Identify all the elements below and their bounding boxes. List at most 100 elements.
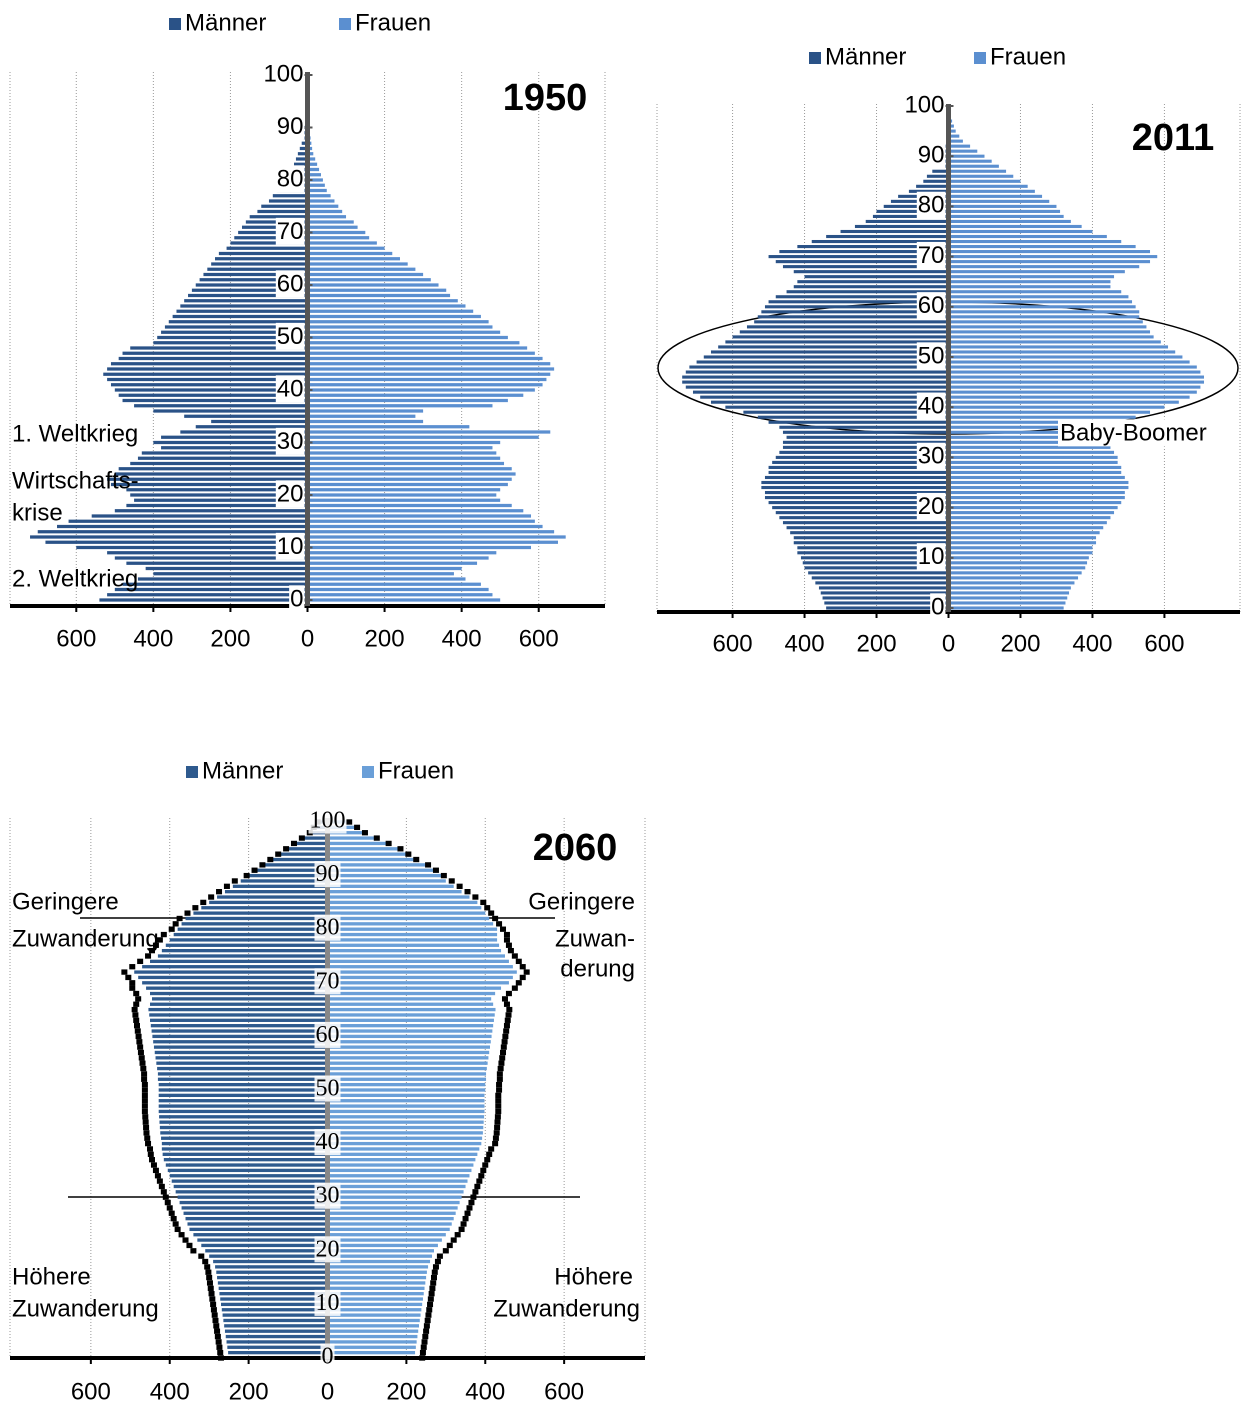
variant-marker [153,1168,159,1173]
variant-marker [132,1007,138,1012]
bar [328,986,502,989]
variant-marker [184,910,190,915]
bar [328,1212,456,1215]
variant-marker [495,1098,501,1103]
bar [949,195,1043,198]
variant-marker [140,1061,146,1066]
variant-marker [161,1189,167,1194]
y-tick-label: 20 [277,480,304,507]
bar [164,1158,328,1161]
bar [682,381,948,384]
bar [328,1324,420,1327]
bar [949,496,1125,499]
bar [154,1045,328,1048]
bar [787,526,949,529]
bar [686,386,949,389]
bar [163,1153,328,1156]
bar [949,300,1133,303]
variant-marker [447,1243,453,1248]
bar [170,1174,328,1177]
bar [308,415,416,418]
bar [159,1088,328,1091]
variant-marker [244,873,250,878]
bar [949,406,1165,409]
bar [754,320,948,323]
bar [949,401,1179,404]
bar [308,236,370,239]
bar [725,406,948,409]
bar [916,185,948,188]
bar [328,1158,476,1161]
bar [213,1260,327,1263]
variant-marker [216,889,222,894]
bar [328,1190,464,1193]
bar [787,436,949,439]
x-tick-label: 200 [210,625,250,652]
bar [949,486,1129,489]
bar [328,1346,416,1349]
bar [201,1244,327,1247]
variant-marker [132,1012,138,1017]
bar [328,1029,493,1032]
bar [308,394,524,397]
bar [328,970,517,973]
bar [119,467,308,470]
bar [308,383,543,386]
bar [328,1137,483,1140]
bar [949,371,1201,374]
bar [949,546,1093,549]
bar [769,471,949,474]
bar [328,1244,438,1247]
bar [711,401,949,404]
bar [296,842,328,845]
bar [151,1024,328,1027]
variant-marker [135,996,141,1001]
variant-marker [208,1286,214,1291]
bar [949,165,999,168]
y-tick-label: 60 [918,292,945,319]
variant-marker [169,1211,175,1216]
x-tick-label: 600 [1144,630,1184,657]
bar [308,294,451,297]
variant-marker [213,1323,219,1328]
variant-marker [159,1184,165,1189]
bar [138,976,327,979]
bar [949,541,1097,544]
variant-marker [140,1066,146,1071]
y-tick-label: 20 [918,493,945,520]
bar [201,906,327,909]
variant-marker [354,825,360,830]
bar [158,954,328,957]
bar [328,997,492,1000]
bar [949,396,1190,399]
bar [328,1099,485,1102]
legend-swatch [186,766,198,778]
bar [794,285,949,288]
variant-marker [217,1350,223,1355]
variant-marker [472,1189,478,1194]
bar [308,483,508,486]
bar [328,1056,489,1059]
bar [779,426,948,429]
bar [308,504,512,507]
variant-marker [497,1071,503,1076]
variant-marker [524,969,530,974]
variant-marker [425,1318,431,1323]
bar [99,598,307,601]
bar [209,901,327,904]
variant-marker [142,1114,148,1119]
bar [176,310,307,313]
bar [211,262,307,265]
bar [949,391,1197,394]
bar [142,965,327,968]
bar [178,928,328,931]
bar [308,436,539,439]
variant-marker [486,1152,492,1157]
bar [328,954,505,957]
bar [308,373,551,376]
bar [949,160,992,163]
bar [308,583,481,586]
variant-marker [433,868,439,873]
bar [216,1271,327,1274]
variant-marker [478,1173,484,1178]
